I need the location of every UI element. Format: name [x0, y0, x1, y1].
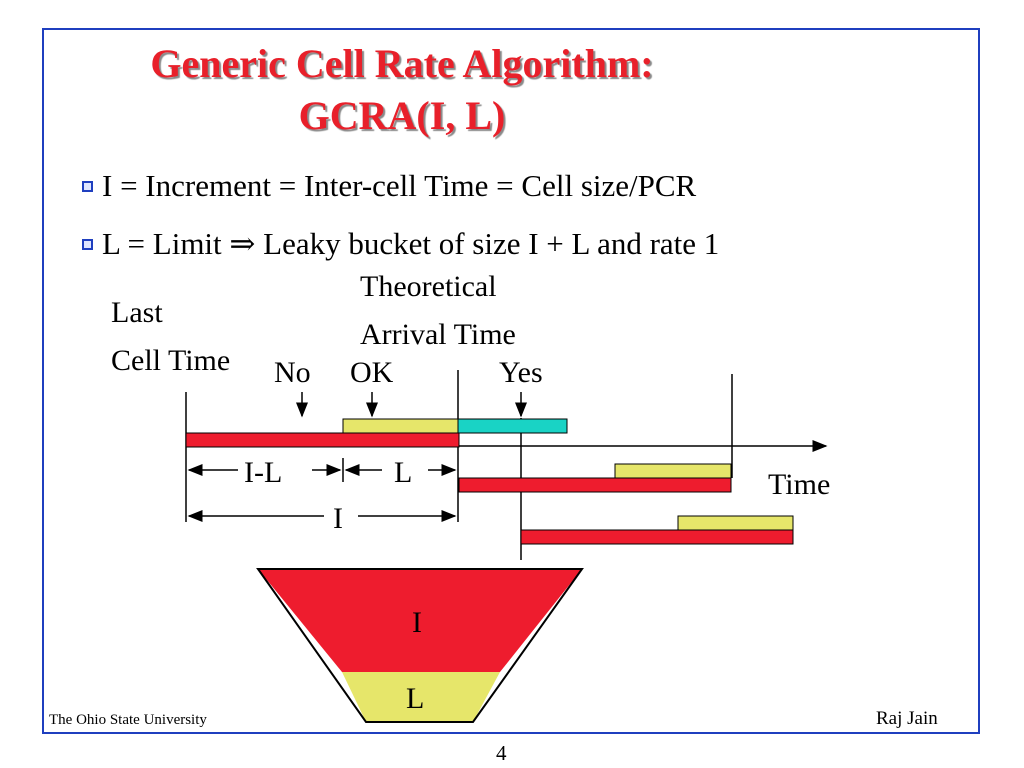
marker-yes-label: Yes	[499, 356, 543, 389]
bullet-text: L = Limit ⇒ Leaky bucket of size I + L a…	[102, 226, 720, 261]
footer-institution: The Ohio State University	[49, 712, 207, 728]
interval-l-label: L	[394, 456, 413, 489]
last-cell-label-line1: Last	[111, 296, 163, 329]
bullet-text: I = Increment = Inter-cell Time = Cell s…	[102, 168, 697, 203]
slide-title-line1: Generic Cell Rate Algorithm:	[150, 41, 654, 86]
bullet-increment: I = Increment = Inter-cell Time = Cell s…	[82, 170, 696, 201]
square-bullet-icon	[82, 239, 93, 250]
red-bar-3	[520, 529, 794, 545]
interval-i-label: I	[333, 502, 343, 535]
page-number: 4	[496, 741, 507, 765]
bucket-outline	[256, 568, 584, 723]
theoretical-label-line2: Arrival Time	[360, 318, 516, 351]
red-bar-2	[458, 477, 732, 493]
footer-author: Raj Jain	[876, 708, 938, 729]
marker-no-label: No	[274, 356, 311, 389]
interval-i-minus-l-label: I-L	[244, 456, 283, 489]
bucket-yellow-section	[342, 672, 500, 722]
marker-ok-label: OK	[350, 356, 394, 389]
yellow-bar-2	[614, 463, 732, 479]
bucket-red-section	[258, 569, 582, 672]
bucket-top-label: I	[412, 606, 422, 639]
theoretical-label-line1: Theoretical	[360, 270, 497, 303]
time-axis-label: Time	[768, 468, 831, 501]
cyan-bar-yes	[457, 418, 568, 434]
slide-title-line2: GCRA(I, L)	[298, 93, 506, 138]
square-bullet-icon	[82, 181, 93, 192]
slide-frame	[42, 28, 980, 734]
last-cell-label-line2: Cell Time	[111, 344, 231, 377]
bullet-limit: L = Limit ⇒ Leaky bucket of size I + L a…	[82, 228, 719, 259]
red-bar-interval	[185, 432, 460, 448]
bucket-bottom-label: L	[406, 682, 425, 715]
yellow-bar-3	[677, 515, 794, 531]
yellow-bar-ok-window	[342, 418, 460, 434]
